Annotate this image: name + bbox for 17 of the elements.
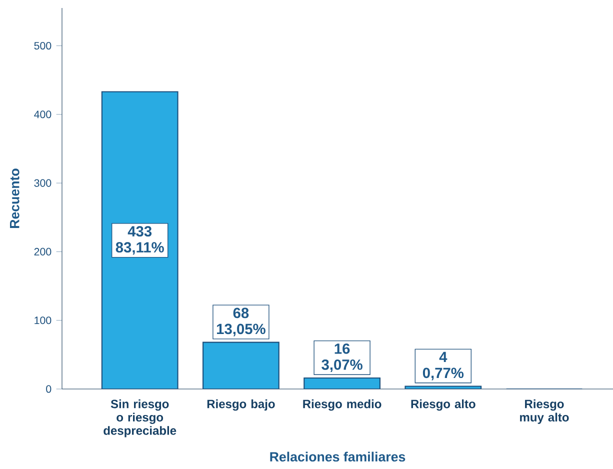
data-label: 16 3,07%	[322, 343, 362, 372]
y-tick-label: 0	[46, 385, 52, 393]
x-tick-label: Riesgo alto	[411, 399, 476, 411]
y-tick-label: 300	[34, 179, 52, 187]
data-label: 68 13,05%	[217, 308, 266, 336]
y-tick-label: 500	[34, 42, 52, 50]
x-tick-label: Sin riesgo o riesgo despreciable	[104, 399, 176, 438]
y-axis-title: Recuento	[10, 168, 20, 228]
x-tick-label: Riesgo bajo	[207, 399, 275, 411]
y-tick-label: 200	[34, 248, 52, 256]
x-axis-title: Relaciones familiares	[270, 452, 406, 462]
y-tick-label: 100	[34, 316, 52, 324]
y-tick-label: 400	[34, 110, 52, 118]
data-label: 433 83,11%	[116, 226, 164, 255]
data-label: 4 0,77%	[422, 352, 464, 380]
x-tick-label: Riesgo medio	[303, 399, 382, 411]
x-tick-label: Riesgo muy alto	[520, 399, 569, 424]
